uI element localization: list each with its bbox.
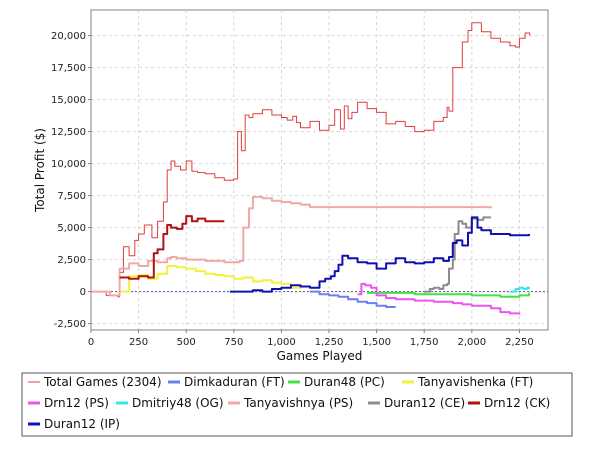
y-tick-label: 17,500 (51, 63, 86, 74)
legend-entry: Duran12 (CE) (384, 396, 465, 410)
y-tick-label: 12,500 (51, 127, 86, 138)
series-line-9 (230, 216, 530, 293)
legend-entry: Total Games (2304) (43, 375, 162, 389)
legend-entry: Dmitriy48 (OG) (132, 396, 224, 410)
legend-entry: Duran48 (PC) (304, 375, 385, 389)
y-tick-label: 15,000 (51, 95, 86, 106)
series-line-2 (367, 291, 530, 298)
series-line-8 (119, 215, 225, 280)
legend-entry: Tanyavishenka (FT) (417, 375, 533, 389)
x-tick-label: 1,500 (362, 337, 391, 348)
series-line-1 (310, 290, 396, 308)
series-line-5 (509, 286, 530, 293)
x-tick-label: 500 (177, 337, 196, 348)
x-tick-label: 2,250 (505, 337, 534, 348)
legend-entry: Tanyavishnya (PS) (243, 396, 353, 410)
x-tick-label: 2,000 (458, 337, 487, 348)
legend-entry: Duran12 (IP) (44, 417, 120, 431)
y-tick-label: -2,500 (54, 319, 86, 330)
y-tick-label: 10,000 (51, 159, 86, 170)
series-line-0 (91, 22, 531, 298)
x-tick-label: 750 (224, 337, 243, 348)
series-line-4 (357, 282, 521, 315)
x-tick-label: 1,000 (267, 337, 296, 348)
series-line-6 (91, 195, 492, 297)
x-tick-label: 250 (129, 337, 148, 348)
series-line-3 (119, 265, 302, 293)
x-tick-label: 0 (88, 337, 94, 348)
legend-entry: Dimkaduran (FT) (184, 375, 285, 389)
y-axis-label: Total Profit ($) (33, 128, 47, 213)
legend-entry: Drn12 (PS) (44, 396, 109, 410)
series-layer (91, 22, 531, 315)
x-axis-ticks: 0 250 500 750 1,000 1,250 1,500 1,750 2,000 2,250 (88, 330, 534, 348)
legend-entry: Drn12 (CK) (484, 396, 550, 410)
y-axis-ticks: -2,500 0 2,500 5,000 7,500 10,000 12,500 15,000… (51, 31, 91, 330)
x-tick-label: 1,750 (410, 337, 439, 348)
y-tick-label: 2,500 (57, 255, 86, 266)
y-tick-label: 7,500 (57, 191, 86, 202)
y-tick-label: 5,000 (57, 223, 86, 234)
y-tick-label: 0 (80, 287, 86, 298)
y-tick-label: 20,000 (51, 31, 86, 42)
x-tick-label: 1,250 (315, 337, 344, 348)
x-axis-label: Games Played (277, 349, 363, 363)
legend: Total Games (2304) Dimkaduran (FT) Duran48… (21, 372, 573, 437)
